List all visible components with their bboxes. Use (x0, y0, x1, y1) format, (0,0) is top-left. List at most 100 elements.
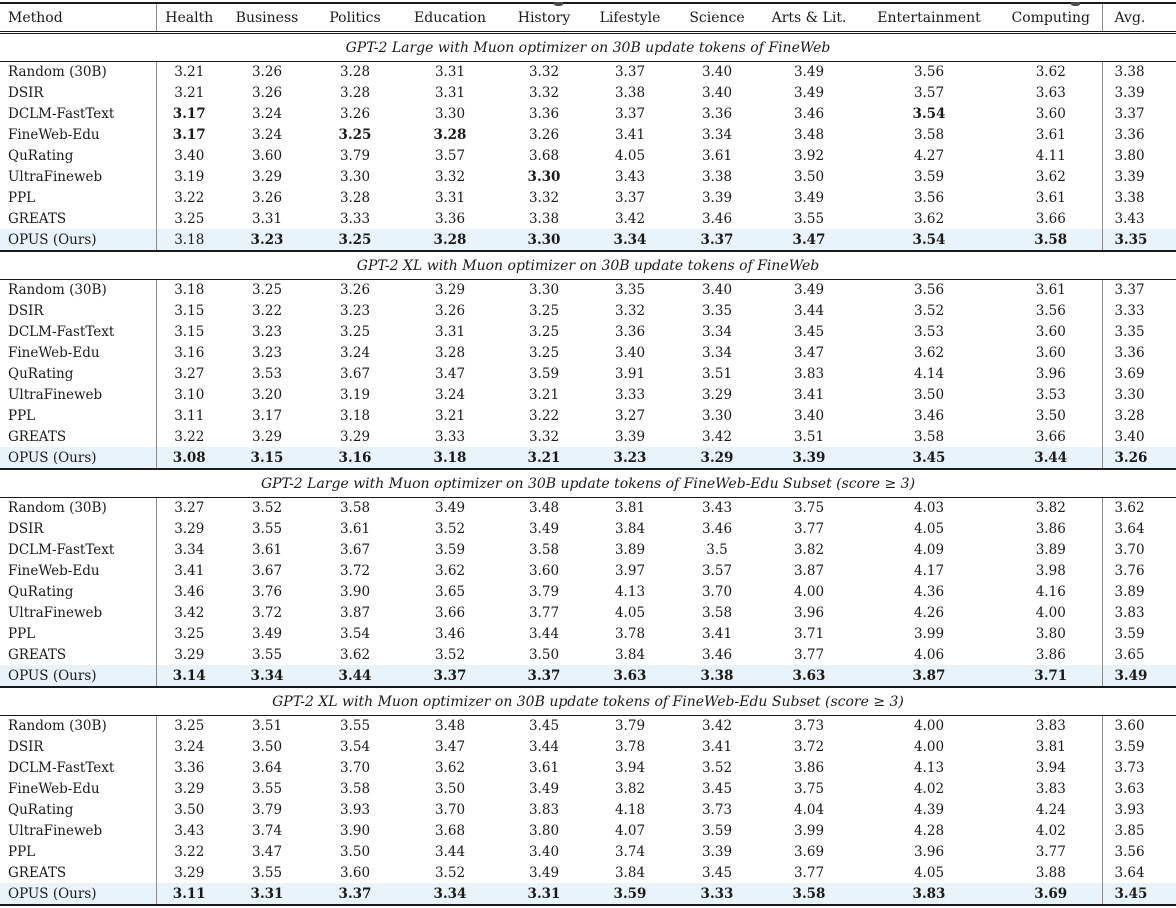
table-row: DCLM-FastText 3.15 3.23 3.25 3.31 3.25 3.36 3.3… (0, 321, 1176, 343)
value-cell: 3.62 (1000, 61, 1103, 83)
value-cell: 3.21 (528, 386, 560, 403)
value-cell: 3.64 (251, 760, 283, 777)
value-cell: 4.04 (793, 802, 825, 819)
table-row: UltraFineweb 3.42 3.72 3.87 3.66 3.77 4.05 3.58… (0, 602, 1176, 624)
value-cell: 4.17 (913, 563, 945, 580)
method-cell: Random (30B) (0, 61, 157, 83)
value-cell: 3.21 (434, 407, 466, 424)
value-cell: 3.60 (1000, 103, 1103, 125)
avg-value-cell: 3.80 (1114, 148, 1145, 164)
value-cell: 3.49 (793, 189, 825, 206)
value-cell: 3.56 (913, 64, 945, 81)
avg-value-cell: 3.59 (1114, 739, 1145, 756)
value-cell: 3.29 (339, 428, 371, 445)
value-cell: 3.32 (528, 189, 560, 206)
value-cell: 3.54 (339, 625, 371, 642)
avg-value-cell: 3.35 (1102, 229, 1176, 252)
value-cell: 3.97 (614, 563, 646, 580)
value-cell: 3.42 (614, 210, 646, 227)
value-cell: 3.82 (614, 781, 646, 798)
value-cell: 3.56 (1000, 300, 1103, 322)
table-row: PPL 3.11 3.17 3.18 3.21 3.22 3.27 3.30 3.40 3.46 3… (0, 405, 1176, 427)
value-cell: 3.83 (1000, 715, 1103, 737)
value-cell: 3.40 (614, 345, 646, 362)
table-row: Random (30B) 3.21 3.26 3.28 3.31 3.32 3.37 3.40… (0, 61, 1176, 83)
value-cell: 3.25 (174, 625, 205, 642)
value-cell: 3.51 (793, 428, 825, 445)
value-cell: 3.29 (174, 521, 205, 538)
value-cell: 3.18 (339, 407, 371, 424)
method-cell: OPUS (Ours) (0, 447, 157, 470)
avg-value-cell: 3.30 (1114, 386, 1145, 403)
value-cell: 3.89 (614, 542, 646, 559)
value-cell: 3.42 (701, 718, 733, 735)
value-cell: 4.00 (913, 718, 945, 735)
value-cell: 3.61 (1000, 187, 1103, 209)
table-row: Random (30B) 3.27 3.52 3.58 3.49 3.48 3.81 3.43… (0, 497, 1176, 519)
value-cell: 3.70 (339, 760, 371, 777)
method-cell: OPUS (Ours) (0, 665, 157, 688)
value-cell: 3.83 (858, 883, 1000, 906)
value-cell: 3.79 (339, 148, 371, 164)
method-cell: GREATS (0, 862, 157, 884)
value-cell: 3.26 (251, 64, 283, 81)
value-cell: 3.33 (614, 386, 646, 403)
value-cell: 3.50 (339, 843, 371, 860)
avg-value-cell: 3.43 (1114, 210, 1145, 227)
value-cell: 3.73 (793, 718, 825, 735)
value-cell: 3.83 (528, 802, 560, 819)
avg-value-cell: 3.93 (1114, 802, 1145, 819)
table-row: GREATS 3.29 3.55 3.62 3.52 3.50 3.84 3.46 3.77 4.… (0, 644, 1176, 666)
value-cell: 3.77 (1000, 841, 1103, 863)
table-row: DSIR 3.21 3.26 3.28 3.31 3.32 3.38 3.40 3.49 3.57… (0, 82, 1176, 104)
avg-value-cell: 3.26 (1102, 447, 1176, 470)
value-cell: 3.62 (434, 760, 466, 777)
value-cell: 3.55 (251, 521, 283, 538)
value-cell: 3.61 (251, 542, 283, 559)
table-row-highlighted: OPUS (Ours) 3.08 3.15 3.16 3.18 3.21 3.23 3.29 3… (0, 447, 1176, 470)
value-cell: 3.79 (614, 718, 646, 735)
avg-value-cell: 3.89 (1114, 584, 1145, 601)
value-cell: 3.47 (251, 843, 283, 860)
method-cell: GREATS (0, 426, 157, 448)
column-header-politics: Politics (312, 3, 398, 34)
value-cell: 3.28 (433, 127, 467, 144)
value-cell: 3.50 (528, 646, 560, 663)
value-cell: 3.59 (586, 883, 674, 906)
value-cell: 3.26 (434, 303, 466, 320)
value-cell: 3.25 (174, 210, 205, 227)
value-cell: 3.66 (434, 604, 466, 621)
value-cell: 3.22 (174, 189, 205, 206)
value-cell: 3.52 (434, 521, 466, 538)
value-cell: 4.02 (1000, 820, 1103, 842)
value-cell: 3.87 (339, 604, 371, 621)
value-cell: 3.58 (913, 428, 945, 445)
value-cell: 3.16 (174, 345, 205, 362)
value-cell: 3.58 (701, 604, 733, 621)
value-cell: 3.55 (251, 646, 283, 663)
value-cell: 3.32 (528, 85, 560, 102)
section-title: GPT-2 XL with Muon optimizer on 30B upda… (0, 686, 1176, 717)
value-cell: 4.03 (913, 500, 945, 517)
value-cell: 3.59 (434, 542, 466, 559)
method-cell: UltraFineweb (0, 820, 157, 842)
table-header-row: Method Health Business Politics Education His… (0, 3, 1176, 34)
value-cell: 3.34 (701, 345, 733, 362)
value-cell: 3.36 (174, 760, 205, 777)
value-cell: 3.48 (434, 718, 466, 735)
value-cell: 3.51 (701, 366, 733, 383)
value-cell: 3.25 (528, 324, 560, 341)
value-cell: 3.69 (793, 843, 825, 860)
method-cell: DSIR (0, 82, 157, 104)
method-cell: DCLM-FastText (0, 757, 157, 779)
value-cell: 3.23 (586, 447, 674, 470)
value-cell: 3.27 (614, 407, 646, 424)
value-cell: 3.49 (528, 521, 560, 538)
table-row: GREATS 3.29 3.55 3.60 3.52 3.49 3.84 3.45 3.77 4.… (0, 862, 1176, 884)
avg-value-cell: 3.36 (1114, 345, 1145, 362)
value-cell: 4.24 (1000, 799, 1103, 821)
value-cell: 3.49 (528, 864, 560, 881)
value-cell: 3.52 (434, 864, 466, 881)
value-cell: 3.61 (1000, 279, 1103, 301)
